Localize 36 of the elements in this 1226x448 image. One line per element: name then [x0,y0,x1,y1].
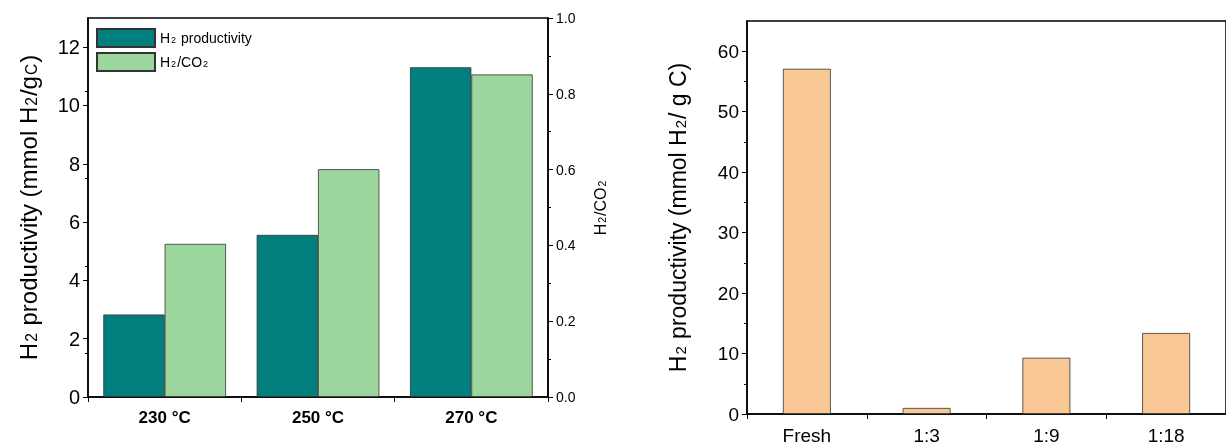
bar [782,68,831,414]
y-tick-label: 0 [728,403,739,425]
y2-tick-label: 1.0 [556,10,576,26]
y-tick-label: 10 [717,343,739,365]
x-tick-label: 250 °C [291,408,345,427]
y-tick-label: 8 [68,152,80,175]
y2-tick-label: 0.6 [556,161,576,178]
y2-tick-label: 0.0 [556,389,576,405]
y2-tick-label: 0.2 [556,313,576,330]
y-tick-label: 0 [68,386,80,408]
y-tick-label: 2 [68,327,80,350]
x-tick-label: 1:18 [1147,425,1185,446]
x-tick-label: Fresh [782,425,832,446]
y-axis-title: H2 productivity (mmol H2/gC) [14,54,42,361]
x-tick-label: 230 °C [138,408,191,427]
y-tick-label: 12 [57,36,80,59]
x-tick-label: 270 °C [445,408,498,427]
y2-tick-label: 0.8 [556,85,576,102]
y-tick-label: 40 [717,161,739,183]
y2-tick-label: 0.4 [556,237,576,254]
y-tick-label: 4 [68,269,80,292]
legend-label: H2/CO2 [160,54,209,70]
x-tick-label: 1:9 [1033,425,1060,446]
y-tick-label: 50 [717,101,739,123]
bar [1142,332,1191,414]
x-tick-label: 1:3 [913,425,940,446]
y-tick-label: 6 [68,211,80,234]
y-tick-label: 30 [717,222,739,244]
bar [902,407,951,414]
y-tick-label: 20 [717,282,739,304]
legend-label: H2 productivity [160,30,252,46]
y-axis-title: H2 productivity (mmol H2/ g C) [664,62,691,373]
y2-axis-title: H2/CO2 [591,180,609,236]
y-tick-label: 60 [717,40,739,62]
y-tick-label: 10 [57,94,80,117]
bar [1022,357,1071,414]
